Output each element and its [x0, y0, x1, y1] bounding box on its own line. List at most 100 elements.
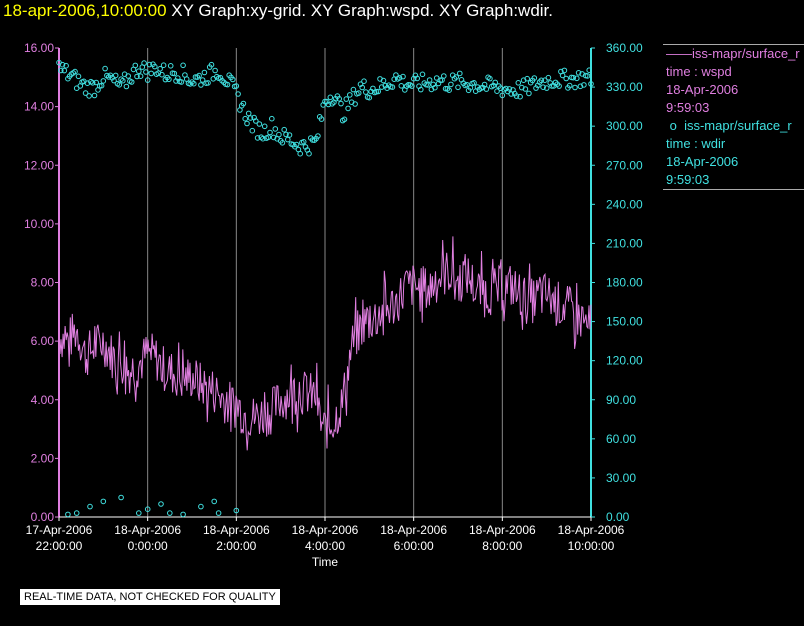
y-left-tick-label: 16.00: [24, 41, 54, 55]
wdir-marker: [253, 118, 259, 124]
wdir-marker: [240, 100, 247, 107]
wdir-marker: [363, 89, 369, 95]
y-right-tick-label: 120.00: [606, 354, 643, 368]
legend-wspd-variable: time : wspd: [666, 64, 732, 79]
wdir-marker: [211, 498, 217, 505]
wdir-marker: [315, 133, 321, 139]
wdir-marker: [159, 71, 165, 78]
y-right-tick-label: 0.00: [606, 510, 630, 524]
wdir-marker: [242, 115, 248, 122]
wdir-marker: [125, 73, 131, 79]
wdir-marker: [123, 83, 130, 90]
wdir-marker: [144, 506, 151, 513]
wdir-marker: [398, 83, 405, 89]
wdir-marker: [265, 134, 272, 141]
y-right-tick-label: 30.00: [606, 471, 636, 485]
y-right-tick-label: 330.00: [606, 80, 643, 94]
wdir-marker: [352, 101, 358, 107]
wdir-marker: [499, 92, 506, 99]
wdir-marker: [588, 81, 594, 87]
x-tick-label-time: 8:00:00: [482, 539, 522, 553]
wdir-marker: [419, 71, 426, 78]
y-right-tick-label: 180.00: [606, 276, 643, 290]
wdir-marker: [270, 134, 277, 141]
wdir-marker: [158, 501, 164, 507]
wdir-marker: [144, 77, 151, 83]
legend-wdir-variable: time : wdir: [666, 136, 726, 151]
wdir-marker: [136, 510, 142, 516]
y-left-tick-label: 6.00: [31, 334, 55, 348]
wdir-marker: [327, 94, 334, 101]
wdir-marker: [526, 90, 532, 97]
wdir-marker: [261, 123, 268, 130]
wdir-marker: [230, 76, 236, 83]
wdir-marker: [572, 84, 578, 91]
legend-wspd-date: 18-Apr-2006: [666, 82, 739, 97]
header-timestamp: 18-apr-2006,10:00:00: [3, 1, 167, 20]
wdir-marker: [405, 82, 412, 88]
legend-marker-symbol: o: [666, 118, 685, 133]
wdir-marker: [517, 93, 523, 100]
wdir-marker: [324, 98, 330, 105]
wdir-marker: [136, 68, 142, 74]
wdir-marker: [561, 67, 568, 74]
y-right-tick-label: 360.00: [606, 41, 643, 55]
wdir-marker: [59, 61, 66, 68]
wdir-marker: [515, 80, 522, 86]
wdir-marker: [432, 84, 438, 91]
wdir-marker: [196, 72, 202, 79]
x-tick-label-time: 10:00:00: [568, 539, 615, 553]
x-tick-label-date: 17-Apr-2006: [26, 523, 93, 537]
wdir-marker: [426, 77, 433, 83]
legend-separator: [663, 189, 804, 190]
wdir-marker: [247, 115, 254, 121]
wdir-marker: [543, 85, 550, 91]
wdir-marker: [350, 86, 357, 93]
y-left-tick-label: 14.00: [24, 100, 54, 114]
wdir-marker: [180, 62, 186, 69]
wdir-marker: [276, 131, 282, 138]
wdir-marker: [167, 63, 174, 69]
wdir-marker: [581, 82, 587, 88]
wdir-marker: [167, 510, 173, 516]
y-right-tick-label: 60.00: [606, 432, 636, 446]
wdir-marker: [451, 75, 458, 82]
wdir-marker: [148, 70, 154, 77]
wdir-marker: [111, 77, 117, 84]
wdir-marker: [455, 84, 461, 91]
y-right-tick-label: 210.00: [606, 236, 643, 250]
wdir-marker: [217, 74, 224, 81]
wdir-marker: [102, 65, 108, 72]
y-left-tick-label: 12.00: [24, 158, 54, 172]
wdir-marker: [359, 84, 366, 91]
x-axis-label: Time: [312, 555, 339, 569]
wdir-marker: [441, 73, 447, 79]
wdir-marker: [260, 135, 266, 142]
wdir-marker: [118, 494, 124, 501]
wdir-marker: [72, 68, 78, 75]
wdir-marker: [464, 81, 470, 88]
y-right-tick-label: 270.00: [606, 158, 643, 172]
legend-wdir-source: iss-mapr/surface_r: [684, 118, 792, 133]
wdir-marker: [208, 61, 215, 68]
wdir-marker: [318, 116, 325, 122]
wdir-marker: [457, 70, 463, 77]
wdir-marker: [418, 86, 424, 93]
wdir-marker: [375, 88, 382, 95]
wdir-marker: [586, 67, 593, 73]
wdir-marker: [494, 88, 500, 94]
y-left-tick-label: 10.00: [24, 217, 54, 231]
wdir-marker: [254, 135, 261, 141]
legend-wdir: o iss-mapr/surface_r time : wdir 18-Apr-…: [663, 117, 804, 189]
wdir-marker: [366, 94, 373, 101]
wdir-marker: [336, 96, 343, 102]
wdir-marker: [224, 81, 231, 88]
wdir-marker: [286, 132, 293, 138]
wdir-marker: [545, 74, 552, 81]
legend-wspd-time: 9:59:03: [666, 100, 710, 115]
legend: ——iss-mapr/surface_r time : wspd 18-Apr-…: [663, 44, 804, 190]
wdir-marker: [87, 503, 93, 510]
wdir-marker: [513, 93, 520, 99]
wdir-marker: [100, 498, 107, 505]
